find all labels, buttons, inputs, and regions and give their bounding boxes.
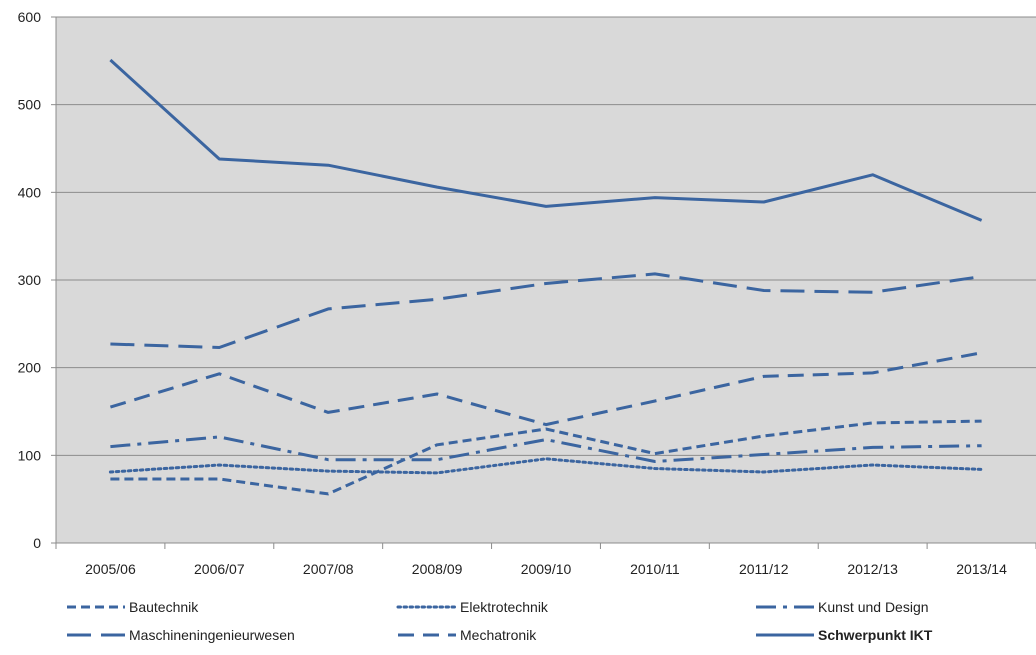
legend-label: Schwerpunkt IKT [818, 627, 933, 643]
data-point [762, 470, 765, 473]
axes: 0 100 200 300 400 500 600 2005/06 2006/07 2007/08… [18, 9, 1036, 577]
data-point [109, 445, 112, 448]
data-point [545, 457, 548, 460]
y-tick-label: 400 [18, 184, 42, 200]
data-point [545, 428, 548, 431]
data-point [436, 471, 439, 474]
x-tick-label: 2012/13 [847, 561, 898, 577]
data-point [218, 372, 221, 375]
data-point [218, 346, 221, 349]
data-point [980, 468, 983, 471]
data-point [653, 467, 656, 470]
data-point [762, 289, 765, 292]
data-point [871, 446, 874, 449]
y-tick-label: 100 [18, 447, 42, 463]
data-point [327, 470, 330, 473]
data-point [871, 371, 874, 374]
data-point [109, 406, 112, 409]
legend-item: Elektrotechnik [396, 599, 549, 615]
data-point [109, 58, 112, 61]
legend-label: Maschineningenieurwesen [129, 627, 295, 643]
data-point [436, 186, 439, 189]
y-tick-label: 200 [18, 360, 42, 376]
x-tick-label: 2011/12 [739, 561, 789, 577]
data-point [545, 205, 548, 208]
data-point [653, 196, 656, 199]
data-point [980, 444, 983, 447]
x-tick-label: 2009/10 [521, 561, 572, 577]
x-tick-label: 2007/08 [303, 561, 354, 577]
y-tick-label: 0 [33, 535, 41, 551]
data-point [218, 478, 221, 481]
data-point [871, 421, 874, 424]
data-point [762, 200, 765, 203]
legend-label: Elektrotechnik [460, 599, 549, 615]
series-line-mechatronik [109, 351, 982, 427]
grid-lines [56, 16, 1036, 456]
legend: Bautechnik Elektrotechnik Kunst und Design… [67, 599, 933, 643]
y-tick-label: 500 [18, 97, 42, 113]
legend-item: Mechatronik [398, 627, 537, 643]
data-point [327, 164, 330, 167]
legend-label: Bautechnik [129, 599, 199, 615]
data-point [327, 411, 330, 414]
data-point [545, 282, 548, 285]
data-point [109, 342, 112, 345]
data-point [762, 435, 765, 438]
x-tick-label: 2010/11 [630, 561, 680, 577]
data-point [653, 272, 656, 275]
data-point [762, 453, 765, 456]
data-point [653, 452, 656, 455]
data-point [436, 298, 439, 301]
legend-item: Kunst und Design [756, 599, 929, 615]
series-line-kunst-und-design [110, 435, 982, 463]
data-point [871, 173, 874, 176]
data-point [218, 435, 221, 438]
data-point [218, 463, 221, 466]
series-line-maschineningenieurwesen [110, 272, 982, 349]
data-point [980, 351, 983, 354]
series-line-elektrotechnik [108, 457, 984, 475]
data-point [980, 420, 983, 423]
x-tick-label: 2006/07 [194, 561, 245, 577]
data-point [327, 458, 330, 461]
y-tick-label: 300 [18, 272, 42, 288]
data-point [653, 460, 656, 463]
series-lines [108, 58, 984, 496]
data-point [871, 291, 874, 294]
x-tick-label: 2013/14 [956, 561, 1007, 577]
series-line-bautechnik [110, 419, 982, 496]
data-point [109, 470, 112, 473]
data-point [762, 375, 765, 378]
data-point [109, 478, 112, 481]
series-line-schwerpunkt-ikt [109, 58, 983, 222]
y-tick-label: 600 [18, 9, 42, 25]
data-point [980, 275, 983, 278]
legend-label: Kunst und Design [818, 599, 929, 615]
legend-label: Mechatronik [460, 627, 537, 643]
data-point [218, 158, 221, 161]
data-point [545, 423, 548, 426]
data-point [980, 219, 983, 222]
data-point [545, 438, 548, 441]
data-point [436, 443, 439, 446]
data-point [327, 492, 330, 495]
legend-item: Maschineningenieurwesen [67, 627, 295, 643]
data-point [653, 399, 656, 402]
legend-item: Schwerpunkt IKT [756, 627, 933, 643]
data-point [327, 307, 330, 310]
data-point [436, 458, 439, 461]
x-tick-label: 2008/09 [412, 561, 463, 577]
legend-item: Bautechnik [67, 599, 199, 615]
data-point [436, 392, 439, 395]
x-tick-label: 2005/06 [85, 561, 136, 577]
data-point [871, 463, 874, 466]
